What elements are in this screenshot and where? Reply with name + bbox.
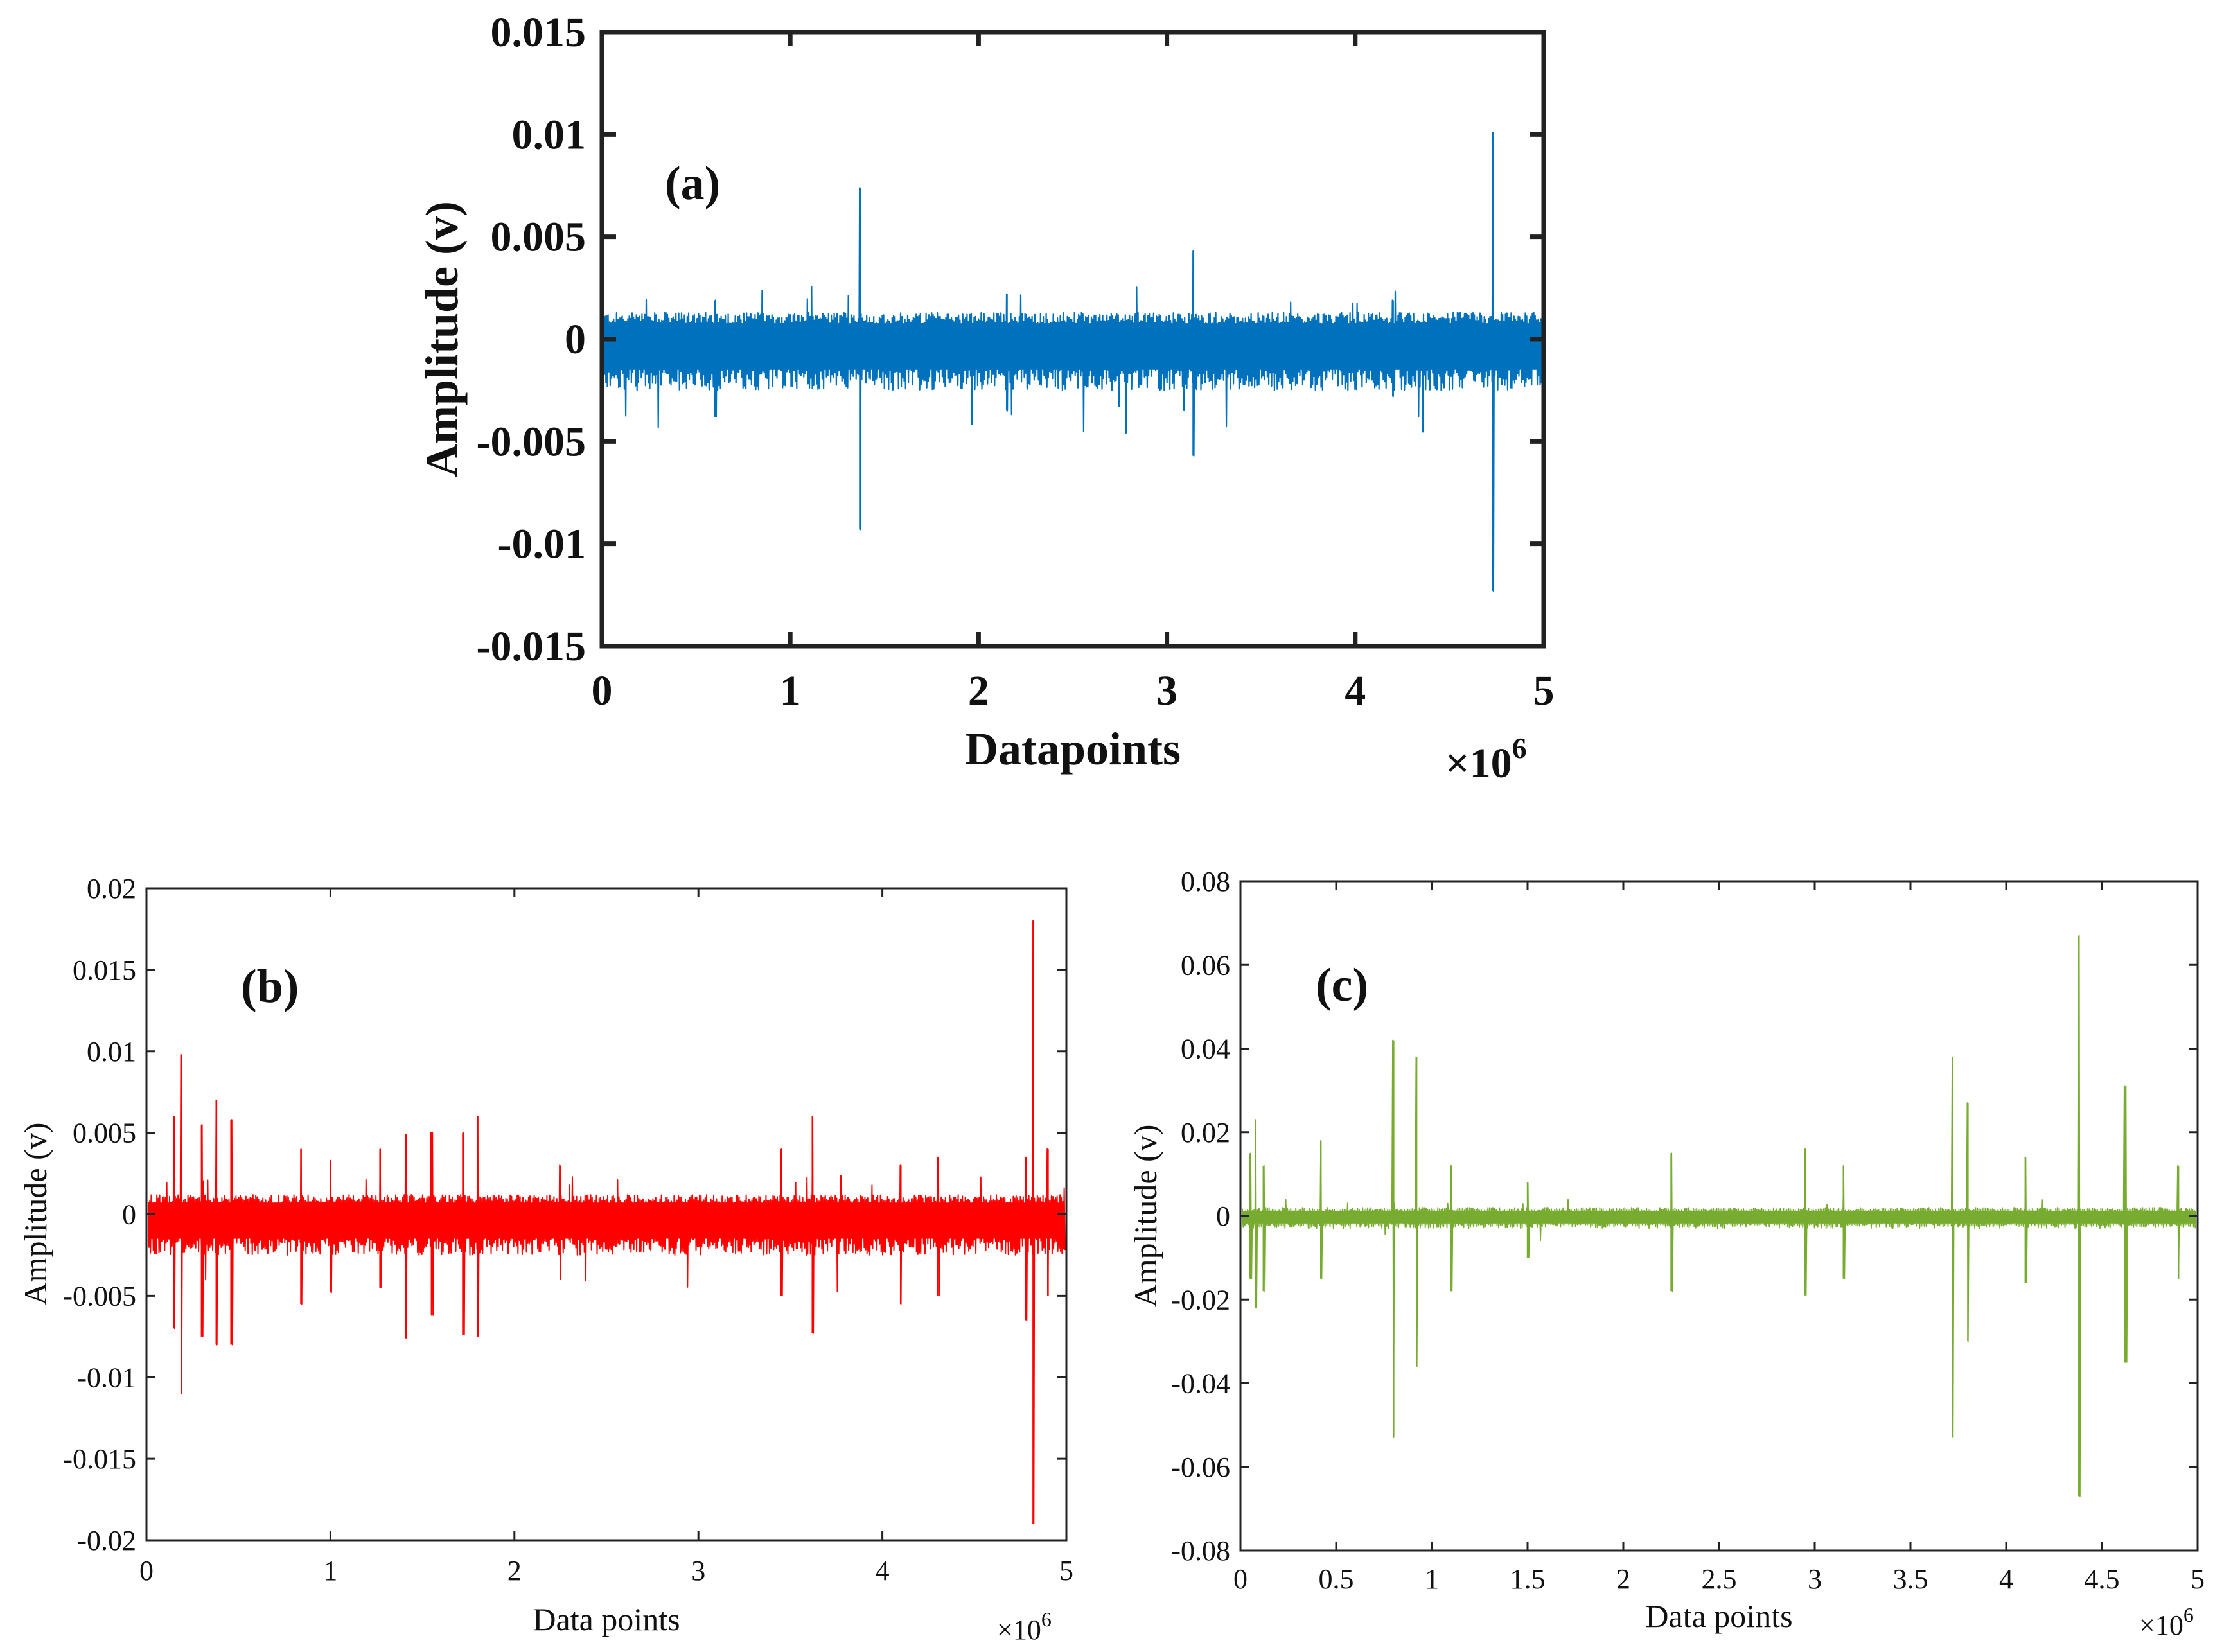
panel-b-x-ticks: 0 1 2 3 4 5 [139, 888, 1073, 1586]
panel-b-x-multiplier-base: ×10 [997, 1614, 1041, 1646]
y-tick-label: -0.04 [1171, 1368, 1230, 1400]
x-tick-label: 4 [1345, 667, 1366, 714]
x-tick-label: 2 [507, 1555, 522, 1586]
x-tick-label: 1.5 [1510, 1563, 1546, 1595]
y-tick-label: -0.01 [77, 1362, 136, 1393]
x-tick-label: 3 [1808, 1563, 1822, 1595]
x-tick-label: 0 [1233, 1563, 1248, 1595]
y-tick-label: -0.005 [63, 1280, 136, 1312]
x-tick-label: 4 [1999, 1563, 2013, 1595]
x-tick-label: 2.5 [1702, 1563, 1737, 1595]
y-tick-label: -0.02 [1171, 1284, 1230, 1315]
panel-b-x-multiplier: ×106 [997, 1608, 1052, 1646]
x-tick-label: 2 [968, 667, 989, 714]
y-tick-label: 0.01 [87, 1036, 136, 1068]
x-tick-label: 3 [691, 1555, 705, 1586]
x-tick-label: 4.5 [2085, 1563, 2120, 1595]
x-tick-label: 5 [2191, 1563, 2205, 1595]
panel-b-x-multiplier-exp: 6 [1041, 1608, 1052, 1631]
x-tick-label: 4 [876, 1555, 890, 1586]
x-tick-label: 1 [323, 1555, 337, 1586]
x-tick-label: 0 [139, 1555, 154, 1586]
panel-a-letter: (a) [665, 157, 720, 210]
panel-c-x-axis-label: Data points [1645, 1598, 1792, 1634]
panel-c-y-axis-label: Amplitude (v) [1127, 1125, 1163, 1308]
y-tick-label: 0.005 [491, 214, 586, 261]
panel-a-y-axis-label: Amplitude (v) [416, 201, 468, 477]
y-tick-label: -0.06 [1171, 1452, 1230, 1483]
y-tick-label: 0 [1216, 1200, 1230, 1232]
x-tick-label: 0.5 [1319, 1563, 1354, 1595]
x-tick-label: 2 [1616, 1563, 1630, 1595]
y-tick-label: 0.015 [491, 9, 586, 56]
y-tick-label: 0.01 [512, 111, 586, 158]
y-tick-label: -0.005 [477, 418, 586, 465]
x-tick-label: 5 [1533, 667, 1555, 714]
y-tick-label: -0.015 [477, 623, 586, 670]
x-tick-label: 1 [1425, 1563, 1439, 1595]
panel-c-x-ticks: 0 0.5 1 1.5 2 2.5 3 3.5 4 4.5 5 [1233, 881, 2205, 1595]
panel-a-signal [603, 132, 1542, 592]
y-tick-label: -0.015 [63, 1443, 136, 1475]
panel-c-x-multiplier: ×106 [2139, 1603, 2194, 1641]
panel-c-letter: (c) [1316, 959, 1368, 1012]
x-tick-label: 3 [1156, 667, 1177, 714]
x-tick-label: 1 [780, 667, 801, 714]
panel-b-x-axis-label: Data points [533, 1601, 680, 1637]
y-tick-label: 0 [565, 316, 586, 363]
y-tick-label: 0.04 [1181, 1033, 1230, 1065]
panel-b-letter: (b) [241, 960, 299, 1013]
y-tick-label: 0.02 [1181, 1117, 1230, 1148]
signal-trace [1242, 935, 2196, 1497]
x-tick-label: 0 [592, 667, 613, 714]
y-tick-label: 0.06 [1181, 949, 1230, 981]
y-tick-label: 0.08 [1181, 866, 1230, 897]
y-tick-label: -0.08 [1171, 1535, 1230, 1567]
panel-c-y-ticks: 0.08 0.06 0.04 0.02 0 -0.02 -0.04 -0.06 -0.08 [1171, 866, 2198, 1567]
signal-trace [603, 132, 1542, 592]
panel-a-x-multiplier-base: ×10 [1445, 740, 1512, 787]
panel-b: 0.02 0.015 0.01 0.005 0 -0.005 -0.01 -0.015 -0.0… [17, 873, 1073, 1646]
y-tick-label: 0.005 [73, 1118, 136, 1149]
panel-b-y-ticks: 0.02 0.015 0.01 0.005 0 -0.005 -0.01 -0.015 -0.0… [63, 873, 1066, 1556]
panel-c-signal [1242, 935, 2196, 1497]
y-tick-label: 0.015 [73, 954, 136, 986]
y-tick-label: 0 [122, 1199, 136, 1231]
panel-c-x-multiplier-exp: 6 [2183, 1603, 2194, 1626]
panel-a-x-multiplier-exp: 6 [1512, 732, 1527, 764]
panel-a-x-ticks: 0 1 2 3 4 5 [592, 32, 1555, 714]
panel-b-y-axis-label: Amplitude (v) [17, 1123, 53, 1306]
panel-b-signal [148, 920, 1066, 1525]
x-tick-label: 3.5 [1893, 1563, 1928, 1595]
panel-a-y-ticks: 0.015 0.01 0.005 0 -0.005 -0.01 -0.015 [477, 9, 1544, 670]
panel-c-x-multiplier-base: ×10 [2139, 1610, 2183, 1641]
y-tick-label: 0.02 [87, 873, 136, 904]
panel-a-x-multiplier: ×106 [1445, 732, 1527, 787]
x-tick-label: 5 [1059, 1555, 1073, 1586]
y-tick-label: -0.02 [77, 1525, 136, 1556]
panel-a-x-axis-label: Datapoints [965, 723, 1181, 775]
y-tick-label: -0.01 [498, 521, 586, 568]
